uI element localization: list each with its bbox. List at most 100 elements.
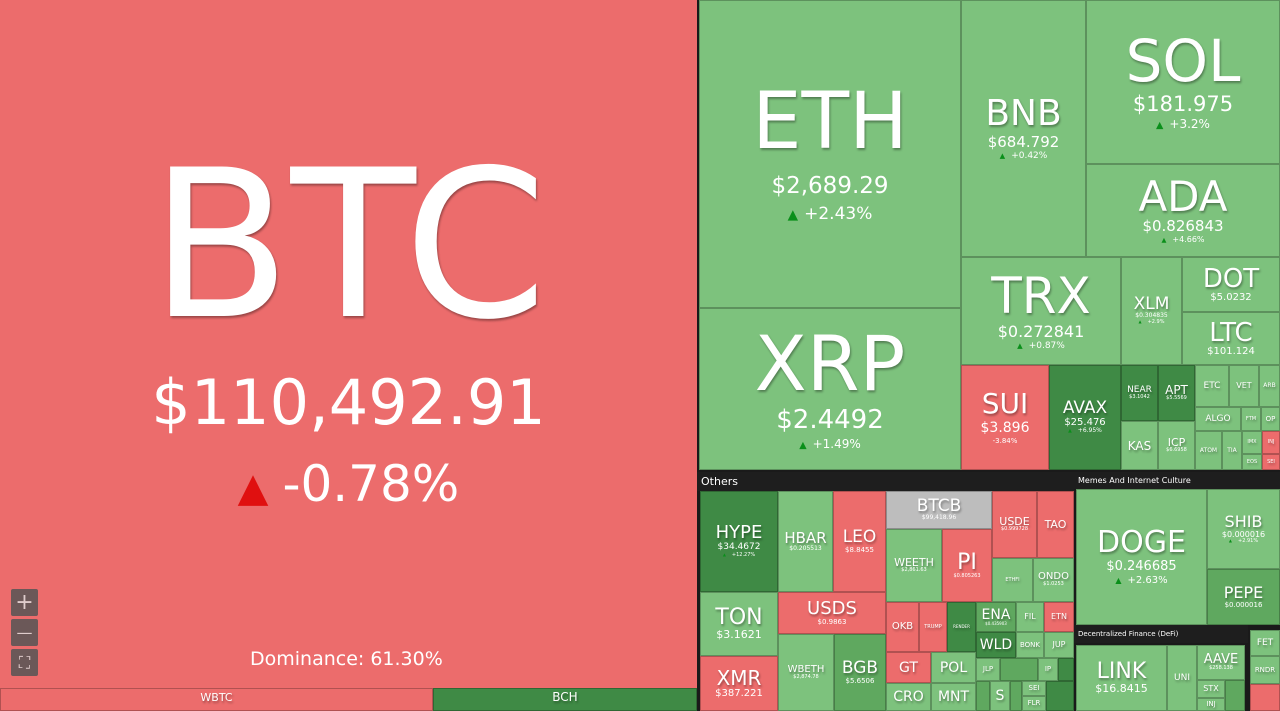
tile-fil[interactable]: FIL	[1016, 602, 1044, 632]
fit-screen-icon[interactable]: ⛶	[11, 649, 38, 676]
tile-sui[interactable]: SUI $3.896 -3.84%	[961, 365, 1049, 470]
tao-symbol: TAO	[1044, 518, 1067, 531]
tile-mnt[interactable]: MNT	[931, 683, 976, 711]
xlm-change: +2.9%	[1139, 319, 1165, 326]
tile-rndr[interactable]: RNDR	[1250, 656, 1280, 684]
zoom-in-button[interactable]: +	[11, 589, 38, 616]
tile-avax[interactable]: AVAX $25.476 +6.95%	[1049, 365, 1121, 470]
tile-algo[interactable]: ALGO	[1195, 407, 1241, 431]
tile-dot[interactable]: DOT $5.0232	[1182, 257, 1280, 312]
tile-near[interactable]: NEAR $3.1042	[1121, 365, 1158, 421]
ltc-symbol: LTC	[1209, 317, 1253, 348]
tile-ton[interactable]: TON $3.1621	[700, 592, 778, 656]
kas-symbol: KAS	[1127, 438, 1152, 453]
tile-pepe[interactable]: PEPE $0.000016	[1207, 569, 1280, 625]
tile-arb[interactable]: ARB	[1259, 365, 1280, 407]
tile-inj[interactable]: INJ	[1262, 431, 1280, 454]
tile-kas[interactable]: KAS	[1121, 421, 1158, 470]
tile-btcb[interactable]: BTCB $99,418.96	[886, 491, 992, 529]
tile-ai-misc[interactable]	[1250, 684, 1280, 711]
tile-vet[interactable]: VET	[1229, 365, 1259, 407]
tile-stx[interactable]: STX	[1197, 680, 1225, 698]
tile-link[interactable]: LINK $16.8415	[1076, 645, 1167, 711]
xlm-symbol: XLM	[1133, 294, 1170, 315]
tile-usde[interactable]: USDE $0.999728	[992, 491, 1037, 558]
tile-uni[interactable]: UNI	[1167, 645, 1197, 711]
tile-s[interactable]: S	[990, 681, 1010, 711]
tile-ada[interactable]: ADA $0.826843 +4.66%	[1086, 164, 1280, 257]
tile-misc2[interactable]	[1058, 658, 1074, 681]
tile-bonk[interactable]: BONK	[1016, 632, 1044, 658]
tile-tia[interactable]: TIA	[1222, 431, 1242, 470]
tile-etc[interactable]: ETC	[1195, 365, 1229, 407]
tile-op[interactable]: OP	[1261, 407, 1280, 431]
tile-defi-misc[interactable]	[1225, 680, 1245, 711]
jlp-symbol: JLP	[982, 665, 994, 673]
tile-trump[interactable]: TRUMP	[919, 602, 947, 652]
pepe-price: $0.000016	[1224, 600, 1263, 609]
zoom-out-button[interactable]: —	[11, 619, 38, 646]
tile-ip[interactable]: IP	[1038, 658, 1058, 681]
tile-misc1[interactable]	[1000, 658, 1038, 681]
xmr-price: $387.221	[715, 687, 763, 699]
tile-pol[interactable]: POL	[931, 652, 976, 683]
tile-xlm[interactable]: XLM $0.304835 +2.9%	[1121, 257, 1182, 365]
tile-flr[interactable]: FLR	[1022, 696, 1046, 711]
tile-xmr[interactable]: XMR $387.221	[700, 656, 778, 711]
tile-ltc[interactable]: LTC $101.124	[1182, 312, 1280, 365]
tile-ondo[interactable]: ONDO $1.0253	[1033, 558, 1074, 602]
tile-misc3[interactable]	[976, 681, 990, 711]
tile-sei-l1[interactable]: SEI	[1262, 454, 1280, 470]
sol-change: +3.2%	[1156, 117, 1210, 132]
tile-eos[interactable]: EOS	[1242, 454, 1262, 470]
tile-ftm[interactable]: FTM	[1241, 407, 1261, 431]
tile-btc[interactable]: BTC $110,492.91 -0.78%	[0, 0, 697, 688]
tile-misc5[interactable]	[1046, 681, 1074, 711]
tile-sei[interactable]: SEI	[1022, 681, 1046, 696]
tile-xrp[interactable]: XRP $2.4492 +1.49%	[699, 308, 961, 470]
tile-bgb[interactable]: BGB $5.6506	[834, 634, 886, 711]
tile-doge[interactable]: DOGE $0.246685 +2.63%	[1076, 489, 1207, 625]
tile-aave[interactable]: AAVE $258.138	[1197, 645, 1245, 680]
fil-symbol: FIL	[1024, 612, 1036, 621]
eth-change: +2.43%	[788, 205, 872, 225]
jup-symbol: JUP	[1052, 640, 1066, 649]
tile-pi[interactable]: PI $0.805263	[942, 529, 992, 602]
tile-hype[interactable]: HYPE $34.4672 +12.27%	[700, 491, 778, 592]
tile-apt[interactable]: APT $5.5569	[1158, 365, 1195, 421]
tile-cro[interactable]: CRO	[886, 683, 931, 711]
tile-render[interactable]: RENDER	[947, 602, 976, 652]
tile-imx[interactable]: IMX	[1242, 431, 1262, 454]
tile-leo[interactable]: LEO $8.8455	[833, 491, 886, 592]
tile-sol[interactable]: SOL $181.975 +3.2%	[1086, 0, 1280, 164]
tile-atom[interactable]: ATOM	[1195, 431, 1222, 470]
tile-ethfi[interactable]: ETHFI	[992, 558, 1033, 602]
tile-weeth[interactable]: WEETH $2,861.63	[886, 529, 942, 602]
tile-misc4[interactable]	[1010, 681, 1022, 711]
tile-bch[interactable]: BCH	[433, 688, 697, 711]
tile-etn[interactable]: ETN	[1044, 602, 1074, 632]
usde-symbol: USDE	[999, 515, 1030, 529]
tile-defi-inj[interactable]: INJ	[1197, 698, 1225, 711]
tile-icp[interactable]: ICP $6.6958	[1158, 421, 1195, 470]
tile-trx[interactable]: TRX $0.272841 +0.87%	[961, 257, 1121, 365]
tile-gt[interactable]: GT	[886, 652, 931, 683]
tile-wbeth[interactable]: WBETH $2,874.78	[778, 634, 834, 711]
doge-change: +2.63%	[1115, 575, 1168, 587]
sei-symbol: SEI	[1028, 684, 1040, 692]
tile-jup[interactable]: JUP	[1044, 632, 1074, 658]
tile-wld[interactable]: WLD	[976, 632, 1016, 658]
tile-ena[interactable]: ENA $0.435903	[976, 602, 1016, 632]
tile-jlp[interactable]: JLP	[976, 658, 1000, 681]
tile-tao[interactable]: TAO	[1037, 491, 1074, 558]
tile-shib[interactable]: SHIB $0.000016 +2.91%	[1207, 489, 1280, 569]
tile-eth[interactable]: ETH $2,689.29 +2.43%	[699, 0, 961, 308]
tile-bnb[interactable]: BNB $684.792 +0.42%	[961, 0, 1086, 257]
gt-symbol: GT	[899, 659, 918, 676]
tile-hbar[interactable]: HBAR $0.205513	[778, 491, 833, 592]
tile-fet[interactable]: FET	[1250, 630, 1280, 656]
tile-usds[interactable]: USDS $0.9863	[778, 592, 886, 634]
tile-wbtc[interactable]: WBTC	[0, 688, 433, 711]
tile-okb[interactable]: OKB	[886, 602, 919, 652]
btc-dominance: Dominance: 61.30%	[250, 648, 443, 670]
